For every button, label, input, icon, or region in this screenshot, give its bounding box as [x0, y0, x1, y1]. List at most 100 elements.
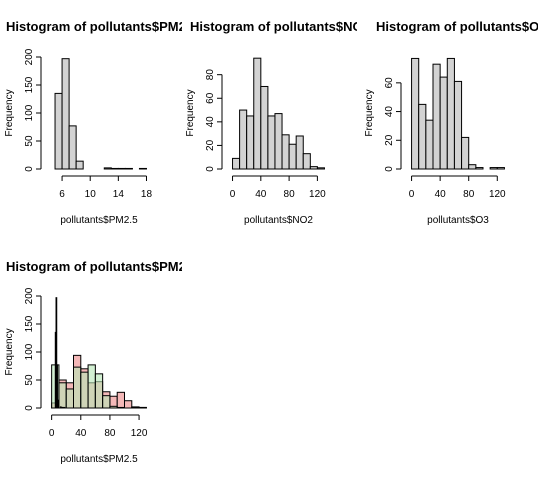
y-tick-label: 50	[24, 374, 35, 386]
histogram-bar	[288, 143, 297, 170]
histogram-bar	[75, 160, 84, 170]
x-tick-label: 6	[59, 189, 65, 200]
panel-overlay: Histogram of pollutants$PM2.5 0 40 80 120 0 50…	[4, 259, 197, 465]
histogram-bar	[475, 167, 484, 170]
histogram-bar	[80, 371, 89, 409]
histogram-bar	[124, 167, 133, 170]
x-tick-label: 120	[131, 428, 148, 439]
histogram-bar	[267, 115, 276, 170]
y-tick-label: 20	[205, 139, 216, 151]
y-tick-label: 0	[24, 405, 35, 411]
histogram-bar	[316, 167, 325, 170]
panel-no2: Histogram of pollutants$NO2 0 40 80 120 0 20 40…	[185, 19, 370, 226]
histogram-bar	[253, 57, 262, 170]
chart-title: Histogram of pollutants$PM2.5	[6, 19, 197, 34]
x-tick-label: 0	[409, 189, 415, 200]
x-tick-label: 120	[489, 189, 506, 200]
y-tick-label: 200	[24, 48, 35, 65]
y-axis-label: Frequency	[4, 89, 15, 136]
histogram-bar	[232, 157, 241, 170]
y-tick-label: 0	[384, 166, 395, 172]
histogram-bar	[439, 76, 448, 170]
x-tick-label: 40	[75, 428, 87, 439]
histogram-bar	[138, 167, 147, 170]
x-axis-label: pollutants$PM2.5	[60, 215, 138, 226]
histogram-bar	[260, 85, 269, 170]
y-tick-label: 40	[205, 116, 216, 128]
y-tick-label: 50	[24, 135, 35, 147]
histogram-bar	[63, 406, 66, 409]
histogram-bar	[73, 366, 82, 409]
histogram-bar	[68, 125, 77, 170]
x-tick-label: 10	[85, 189, 97, 200]
histogram-bar	[468, 164, 477, 170]
histogram-bar	[138, 406, 147, 409]
y-tick-label: 80	[205, 69, 216, 81]
histogram-bar	[54, 92, 63, 170]
histogram-bar	[461, 136, 470, 170]
histogram-bar	[56, 399, 59, 409]
x-tick-label: 120	[309, 189, 326, 200]
x-axis-label: pollutants$PM2.5	[60, 454, 138, 465]
x-tick-label: 40	[255, 189, 267, 200]
y-tick-label: 100	[24, 104, 35, 121]
histogram-bar	[302, 153, 311, 170]
x-axis-label: pollutants$O3	[427, 215, 489, 226]
histogram-bar	[274, 113, 283, 170]
x-tick-label: 40	[435, 189, 447, 200]
y-tick-label: 40	[384, 106, 395, 118]
y-axis-label: Frequency	[4, 328, 15, 375]
chart-title: Histogram of pollutants$NO2	[190, 19, 370, 34]
x-tick-label: 0	[230, 189, 236, 200]
histogram-bar	[131, 406, 140, 409]
histogram-bar	[116, 406, 126, 409]
panel-pm25: Histogram of pollutants$PM2.5 6 10 14 18 0 50 1…	[4, 19, 197, 226]
x-tick-label: 80	[463, 189, 475, 200]
histogram-bar	[425, 119, 434, 170]
x-tick-label: 80	[284, 189, 296, 200]
histogram-bar	[295, 135, 304, 170]
y-tick-label: 100	[24, 343, 35, 360]
histogram-bar	[432, 63, 441, 170]
x-tick-label: 18	[141, 189, 153, 200]
x-axis-label: pollutants$NO2	[244, 215, 313, 226]
histogram-bar	[281, 134, 290, 170]
chart-title: Histogram of pollutants$PM2.5	[6, 259, 197, 274]
histogram-bar	[65, 388, 75, 409]
histogram-bar	[411, 57, 420, 170]
histogram-bar	[418, 103, 427, 170]
histogram-bar	[246, 115, 255, 170]
histogram-bar	[103, 167, 112, 170]
y-tick-label: 0	[24, 166, 35, 172]
histogram-bar	[124, 400, 133, 409]
histogram-bar	[239, 109, 248, 170]
histogram-bar	[102, 395, 111, 409]
histogram-bar	[446, 57, 455, 170]
chart-title: Histogram of pollutants$O3	[376, 19, 538, 34]
y-tick-label: 150	[24, 76, 35, 93]
y-tick-label: 0	[205, 166, 216, 172]
histogram-bar	[87, 364, 96, 409]
histogram-bar	[116, 391, 126, 409]
histogram-bar	[110, 167, 119, 170]
x-tick-label: 80	[104, 428, 116, 439]
y-tick-label: 20	[384, 134, 395, 146]
histogram-bar	[61, 58, 70, 170]
y-tick-label: 150	[24, 315, 35, 332]
histogram-bar	[496, 167, 505, 170]
y-axis-label: Frequency	[364, 89, 375, 136]
y-tick-label: 60	[384, 77, 395, 89]
panel-o3: Histogram of pollutants$O3 0 40 80 120 0 20 40 6…	[364, 19, 538, 226]
x-tick-label: 0	[49, 428, 55, 439]
y-axis-label: Frequency	[185, 89, 196, 136]
histogram-bar	[109, 405, 118, 409]
histogram-bar	[117, 167, 126, 170]
y-tick-label: 200	[24, 287, 35, 304]
histogram-bar	[58, 382, 67, 409]
x-tick-label: 14	[113, 189, 125, 200]
histogram-bar	[309, 166, 318, 170]
y-tick-label: 60	[205, 92, 216, 104]
histogram-bar	[94, 373, 104, 409]
histogram-bar	[453, 80, 463, 170]
